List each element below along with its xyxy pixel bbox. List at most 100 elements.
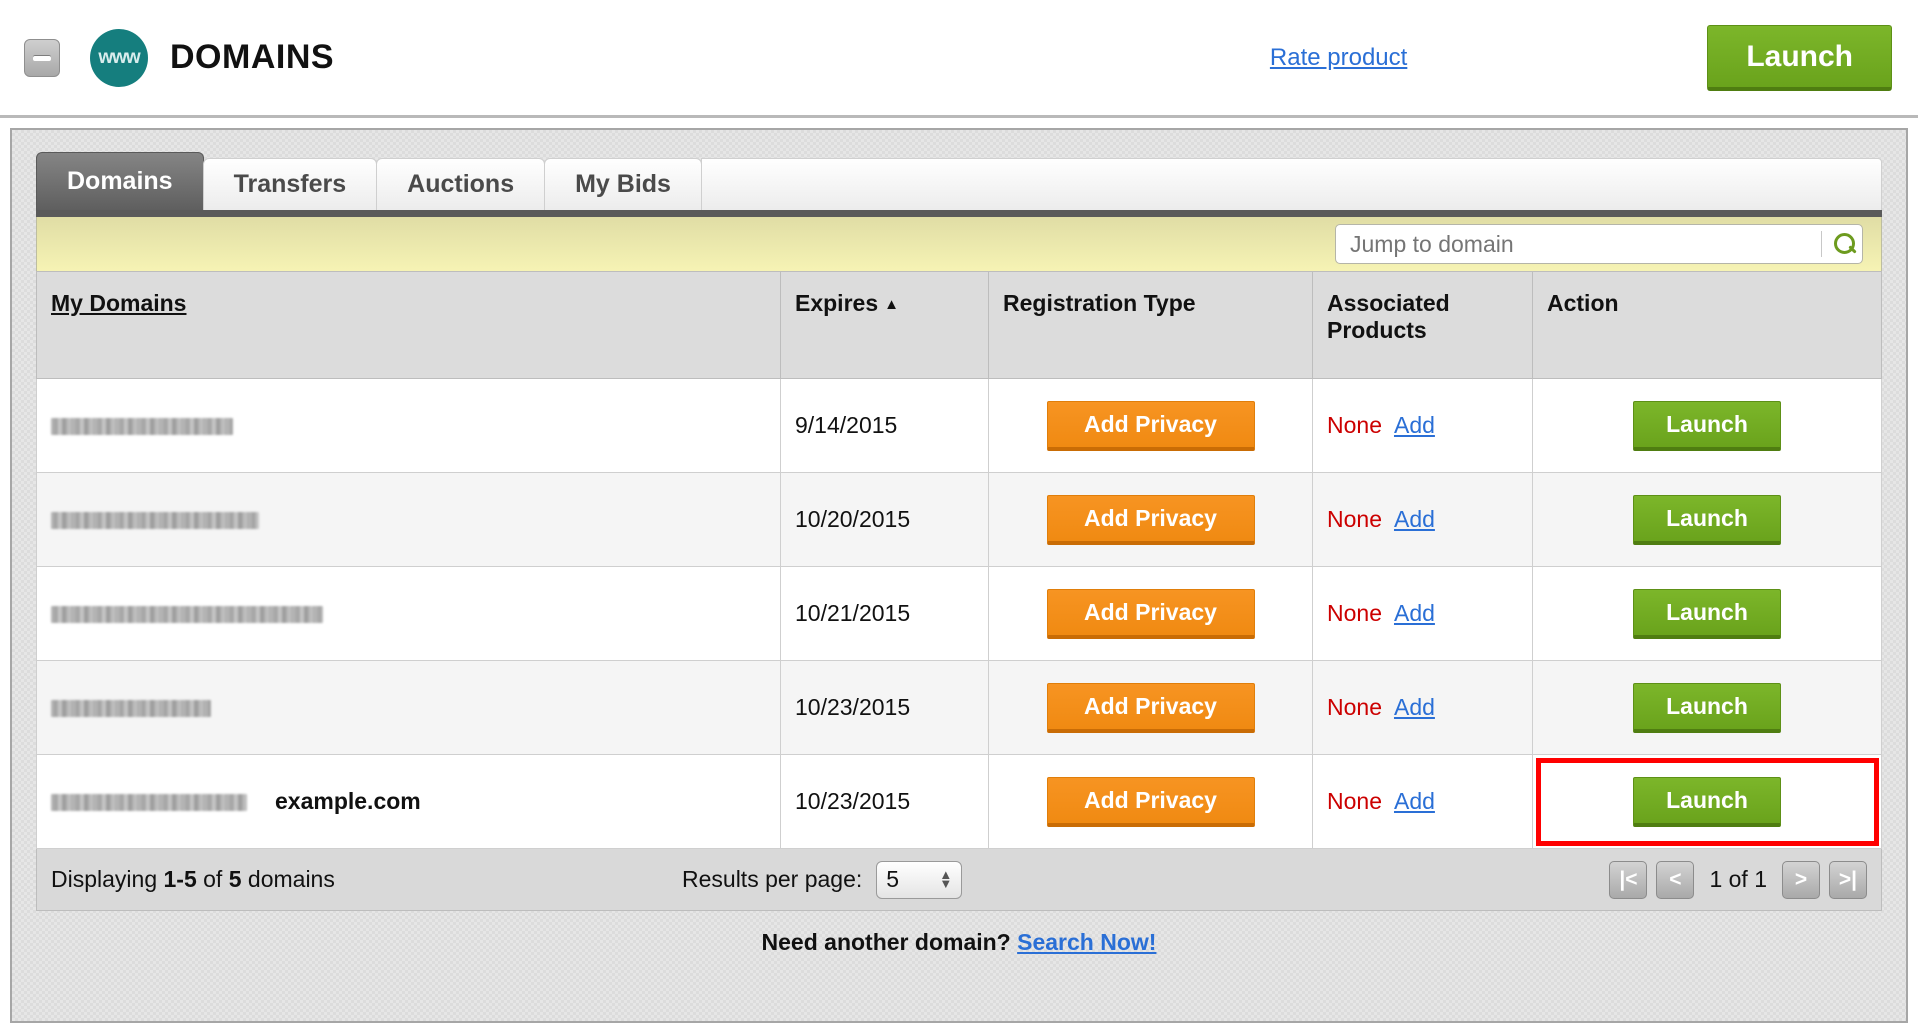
page-title: DOMAINS: [170, 38, 335, 76]
www-logo-icon: www: [90, 28, 148, 87]
cell-associated-products: None Add: [1312, 754, 1533, 849]
results-per-page-select[interactable]: 5 ▲ ▼: [876, 860, 963, 899]
domain-name-redacted: [51, 700, 211, 718]
tab-my-bids-label: My Bids: [575, 170, 671, 198]
col-header-associated-products[interactable]: Associated Products: [1312, 271, 1533, 379]
domain-name-redacted: [51, 606, 323, 624]
add-privacy-button[interactable]: Add Privacy: [1046, 494, 1255, 545]
col-header-registration-type-label: Registration Type: [1003, 290, 1196, 316]
pagination-last-button[interactable]: >|: [1828, 860, 1867, 899]
pagination-first-button[interactable]: |<: [1609, 860, 1648, 899]
associated-products-add-link[interactable]: Add: [1393, 412, 1435, 438]
launch-button[interactable]: Launch: [1633, 400, 1781, 451]
rate-product-link[interactable]: Rate product: [1269, 43, 1408, 71]
launch-button[interactable]: Launch: [1633, 776, 1781, 827]
results-per-page-label: Results per page:: [682, 866, 863, 892]
expires-date: 10/23/2015: [795, 788, 911, 814]
associated-products-none: None: [1327, 694, 1382, 720]
launch-button[interactable]: Launch: [1633, 682, 1781, 733]
table-row: 10/23/2015 Add Privacy None Add Launch: [36, 660, 1882, 755]
search-input[interactable]: [1348, 229, 1811, 259]
cell-associated-products: None Add: [1312, 566, 1533, 661]
search-bar: [36, 217, 1882, 271]
add-privacy-button[interactable]: Add Privacy: [1046, 776, 1255, 827]
cell-registration-type: Add Privacy: [988, 472, 1313, 567]
col-header-domain[interactable]: My Domains: [36, 271, 781, 379]
associated-products-add-link[interactable]: Add: [1393, 788, 1435, 814]
launch-button[interactable]: Launch: [1633, 494, 1781, 545]
associated-products-none: None: [1327, 506, 1382, 532]
pagination-next-button[interactable]: >: [1781, 860, 1820, 899]
tab-transfers-label: Transfers: [233, 170, 347, 198]
cell-expires: 10/23/2015: [780, 660, 989, 755]
www-logo-text: www: [98, 46, 140, 68]
search-icon[interactable]: [1832, 231, 1858, 257]
table-footer: Displaying 1-5 of 5 domains Results per …: [36, 849, 1882, 911]
app-header: www DOMAINS Rate product Launch: [0, 0, 1918, 118]
col-header-associated-products-label: Associated Products: [1327, 290, 1450, 343]
launch-button[interactable]: Launch: [1633, 588, 1781, 639]
displaying-count: Displaying 1-5 of 5 domains: [51, 866, 335, 893]
col-header-action[interactable]: Action: [1532, 271, 1882, 379]
domains-table-body: 9/14/2015 Add Privacy None Add Launch 10/20/2…: [36, 378, 1882, 849]
cell-registration-type: Add Privacy: [988, 660, 1313, 755]
col-header-registration-type[interactable]: Registration Type: [988, 271, 1313, 379]
associated-products-none: None: [1327, 788, 1382, 814]
associated-products-add-link[interactable]: Add: [1393, 600, 1435, 626]
header-launch-button[interactable]: Launch: [1707, 24, 1892, 91]
cell-action: Launch: [1532, 754, 1882, 849]
add-privacy-button[interactable]: Add Privacy: [1046, 588, 1255, 639]
tab-auctions-label: Auctions: [407, 170, 515, 198]
associated-products-add-link[interactable]: Add: [1393, 506, 1435, 532]
add-privacy-button[interactable]: Add Privacy: [1046, 682, 1255, 733]
tab-underline: [36, 210, 1882, 217]
tab-bar: Domains Transfers Auctions My Bids: [36, 152, 1882, 210]
cell-domain: [36, 472, 781, 567]
search-field-wrapper[interactable]: [1335, 224, 1863, 264]
associated-products-add-link[interactable]: Add: [1393, 694, 1435, 720]
expires-date: 10/23/2015: [795, 694, 911, 720]
pagination-page-label: 1 of 1: [1709, 866, 1767, 892]
table-row: 9/14/2015 Add Privacy None Add Launch: [36, 378, 1882, 473]
cell-expires: 10/23/2015: [780, 754, 989, 849]
cell-expires: 9/14/2015: [780, 378, 989, 473]
sort-ascending-icon: ▲: [884, 296, 899, 313]
tab-transfers[interactable]: Transfers: [202, 158, 378, 210]
expires-date: 9/14/2015: [795, 412, 898, 438]
cell-action: Launch: [1532, 378, 1882, 473]
domain-name-redacted: [51, 512, 259, 530]
header-actions: Rate product Launch: [1269, 24, 1892, 91]
tab-my-bids[interactable]: My Bids: [544, 158, 702, 210]
add-privacy-button[interactable]: Add Privacy: [1046, 400, 1255, 451]
domain-name-redacted: [51, 418, 233, 436]
col-header-expires[interactable]: Expires ▲: [780, 271, 989, 379]
cell-action: Launch: [1532, 660, 1882, 755]
tab-bar-filler: [700, 158, 1882, 210]
tab-domains-label: Domains: [67, 167, 173, 195]
pagination-controls: |< < 1 of 1 > >|: [1609, 860, 1867, 899]
displaying-prefix: Displaying: [51, 866, 158, 892]
cell-associated-products: None Add: [1312, 660, 1533, 755]
cell-registration-type: Add Privacy: [988, 378, 1313, 473]
displaying-suffix: domains: [247, 866, 335, 892]
need-another-domain: Need another domain? Search Now!: [36, 929, 1882, 956]
stepper-arrows-icon: ▲ ▼: [939, 867, 953, 891]
domain-name-redacted: [51, 794, 247, 812]
cell-domain: [36, 378, 781, 473]
cell-expires: 10/21/2015: [780, 566, 989, 661]
domains-table: My Domains Expires ▲ Registration Type As…: [36, 271, 1882, 849]
cell-action: Launch: [1532, 472, 1882, 567]
collapse-panel-button[interactable]: [24, 38, 60, 77]
domains-table-head: My Domains Expires ▲ Registration Type As…: [36, 271, 1882, 379]
pagination-prev-button[interactable]: <: [1656, 860, 1695, 899]
search-divider: [1821, 231, 1822, 257]
minus-icon: [33, 54, 51, 61]
cell-domain: [36, 566, 781, 661]
table-row: 10/21/2015 Add Privacy None Add Launch: [36, 566, 1882, 661]
cell-expires: 10/20/2015: [780, 472, 989, 567]
cell-domain: [36, 660, 781, 755]
tab-domains[interactable]: Domains: [36, 152, 204, 210]
domain-name-label: example.com: [275, 788, 421, 814]
search-now-link[interactable]: Search Now!: [1017, 929, 1157, 955]
tab-auctions[interactable]: Auctions: [376, 158, 546, 210]
